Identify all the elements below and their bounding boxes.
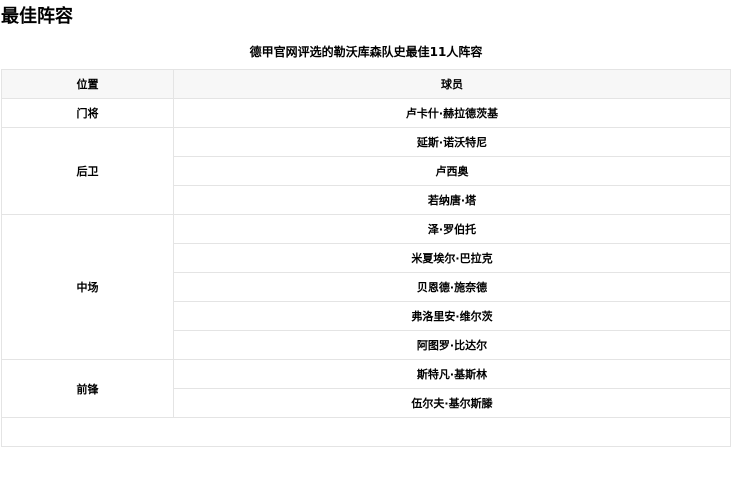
header-player: 球员 [173, 69, 731, 99]
position-cell: 中场 [1, 214, 174, 360]
player-cell: 伍尔夫·基尔斯滕 [173, 388, 731, 418]
table-header-row: 位置 球员 [1, 69, 731, 99]
player-cell: 斯特凡·基斯林 [173, 359, 731, 389]
position-cell: 后卫 [1, 127, 174, 215]
table-row: 中场 泽·罗伯托 [1, 214, 731, 360]
section-title: 最佳阵容 [1, 6, 73, 27]
player-cell: 弗洛里安·维尔茨 [173, 301, 731, 331]
player-cell: 米夏埃尔·巴拉克 [173, 243, 731, 273]
table-caption: 德甲官网评选的勒沃库森队史最佳11人阵容 [249, 45, 483, 59]
table-row: 门将 卢卡什·赫拉德茨基 [1, 98, 731, 128]
empty-row [1, 417, 731, 447]
table-row: 前锋 斯特凡·基斯林 [1, 359, 731, 418]
player-cell: 若纳唐·塔 [173, 185, 731, 215]
empty-cell [1, 417, 731, 447]
table-row: 贝恩德·施奈德 [2, 272, 731, 302]
player-cell: 延斯·诺沃特尼 [173, 127, 731, 157]
player-cell: 泽·罗伯托 [173, 214, 731, 244]
player-cell: 阿图罗·比达尔 [173, 330, 731, 360]
player-cell: 卢西奥 [173, 156, 731, 186]
header-position: 位置 [1, 69, 174, 99]
lineup-table: 位置 球员 门将 卢卡什·赫拉德茨基 后卫 延斯·诺沃特尼 卢西奥 若纳唐·塔 中场 泽·罗伯… [1, 69, 731, 447]
position-cell: 门将 [1, 98, 174, 128]
table-row: 若纳唐·塔 [2, 185, 731, 215]
player-cell: 卢卡什·赫拉德茨基 [173, 98, 731, 128]
position-cell: 前锋 [1, 359, 174, 418]
table-row: 后卫 延斯·诺沃特尼 [1, 127, 731, 215]
player-cell: 贝恩德·施奈德 [173, 272, 731, 302]
table-row: 伍尔夫·基尔斯滕 [2, 388, 731, 418]
